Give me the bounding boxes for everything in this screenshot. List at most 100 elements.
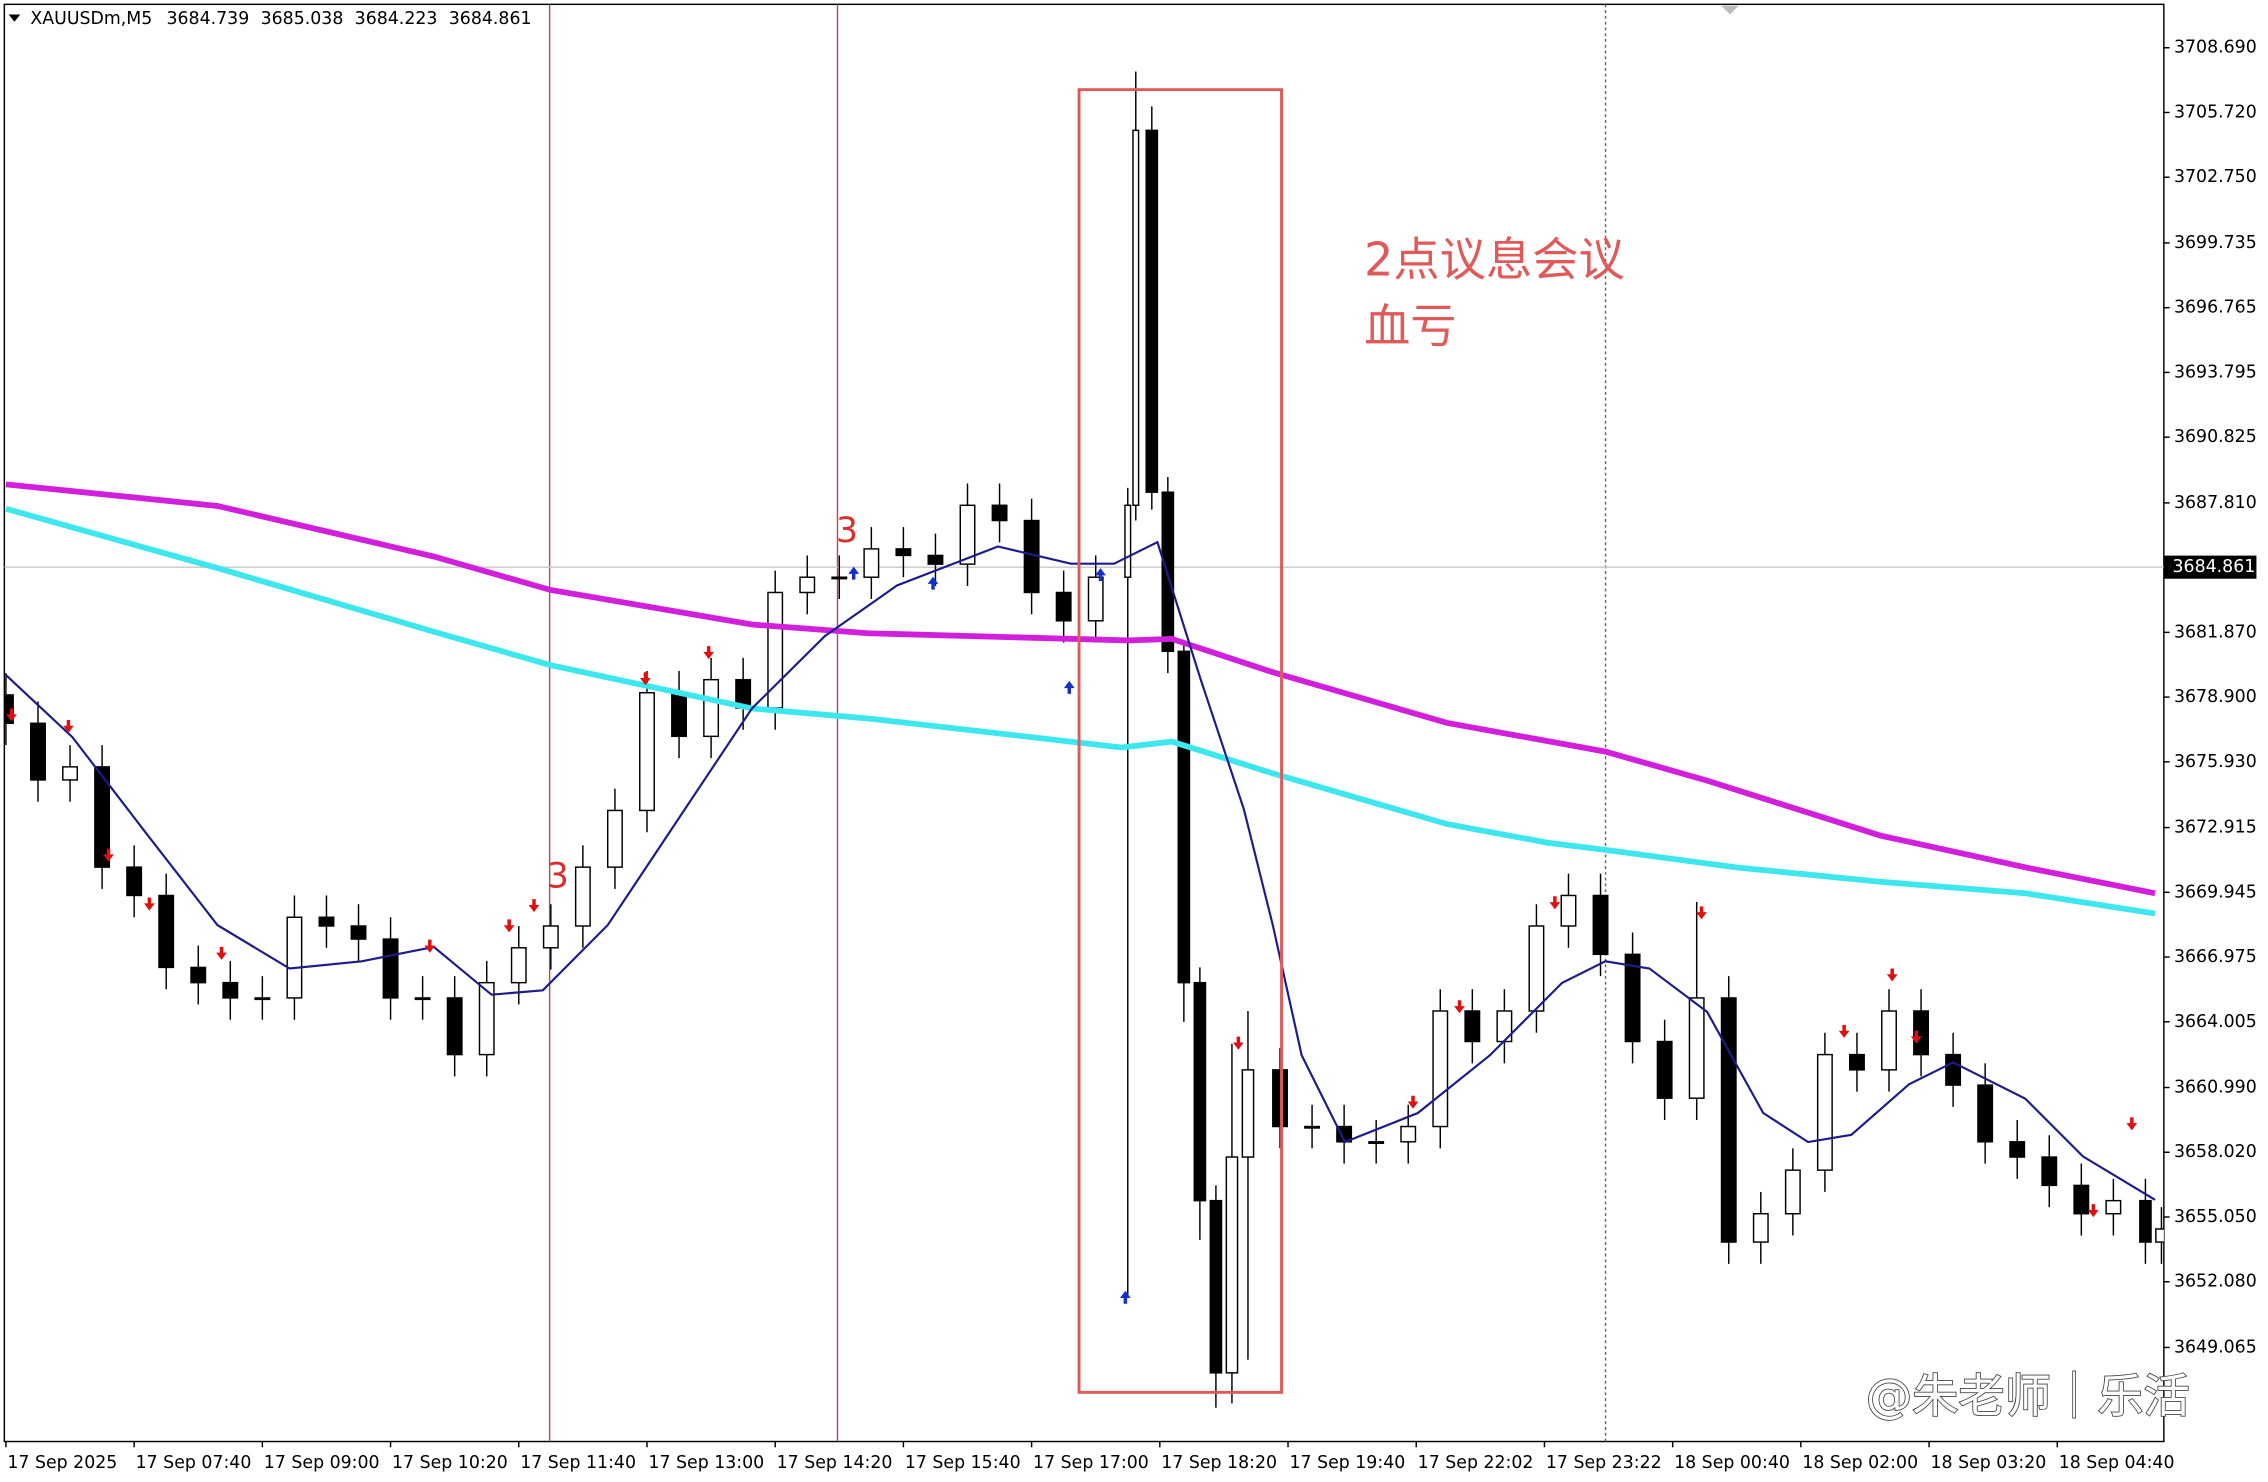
x-tick-label: 17 Sep 18:20 xyxy=(1161,1453,1277,1473)
candle-body xyxy=(799,576,816,594)
candle-body xyxy=(1560,894,1577,927)
annotation: 血亏 xyxy=(1364,299,1457,353)
candle-body xyxy=(1055,591,1072,622)
y-tick-label: 3669.945 xyxy=(2174,882,2257,902)
candle-body xyxy=(542,925,559,949)
candle-body xyxy=(62,766,79,781)
candle-body xyxy=(1272,1069,1288,1128)
y-tick-label: 3660.990 xyxy=(2174,1078,2257,1098)
y-tick-label: 3705.720 xyxy=(2174,102,2257,122)
buy-arrow xyxy=(1120,1290,1131,1304)
candle-body xyxy=(1193,981,1207,1202)
annotation: 2点议息会议 xyxy=(1364,233,1625,287)
candle-body xyxy=(1752,1213,1769,1243)
y-tick-label: 3664.005 xyxy=(2174,1012,2257,1032)
x-tick-label: 17 Sep 07:40 xyxy=(136,1453,252,1473)
candle-body xyxy=(1145,129,1159,493)
header-close: 3684.861 xyxy=(449,9,532,29)
x-tick-label: 17 Sep 14:20 xyxy=(777,1453,893,1473)
y-tick-label: 3681.870 xyxy=(2174,622,2257,642)
watermark: @朱老师｜乐活 xyxy=(1866,1369,2190,1423)
sell-arrow xyxy=(424,939,436,953)
candle-body xyxy=(863,548,880,578)
candle-body xyxy=(1177,650,1191,984)
header-low: 3684.223 xyxy=(355,9,438,29)
x-tick-label: 17 Sep 10:20 xyxy=(392,1453,508,1473)
candle-body xyxy=(30,722,46,781)
sell-arrow xyxy=(2087,1204,2099,1218)
candle-body xyxy=(671,692,687,738)
sell-arrow xyxy=(1910,1030,1922,1044)
candle-body xyxy=(158,894,175,969)
y-tick-label: 3672.915 xyxy=(2174,818,2257,838)
sell-arrow xyxy=(1454,1000,1465,1014)
wave-label: 3 xyxy=(836,511,858,551)
sell-arrow xyxy=(1696,906,1707,920)
candle-body xyxy=(959,504,976,565)
candle-body xyxy=(2139,1199,2152,1243)
candle-body xyxy=(831,576,848,580)
sell-arrow xyxy=(216,946,227,960)
candle-body xyxy=(2041,1156,2058,1187)
header-toggle[interactable] xyxy=(8,14,21,22)
y-tick-label: 3693.795 xyxy=(2174,362,2257,382)
x-tick-label: 17 Sep 11:40 xyxy=(520,1453,636,1473)
candle-body xyxy=(1304,1125,1321,1129)
candle-body xyxy=(510,947,527,984)
sell-arrow xyxy=(103,848,114,862)
y-tick-label: 3666.975 xyxy=(2174,947,2257,967)
y-tick-label: 3678.900 xyxy=(2174,687,2257,707)
candle-body xyxy=(1464,1010,1481,1043)
x-tick-label: 17 Sep 2025 xyxy=(7,1453,117,1473)
candle-body xyxy=(895,548,912,557)
candle-body xyxy=(639,692,655,812)
y-tick-label: 3649.065 xyxy=(2174,1337,2257,1357)
sell-arrow xyxy=(1838,1024,1850,1038)
header: XAUUSDm,M5 3684.739 3685.038 3684.223 36… xyxy=(30,9,531,29)
candle-body xyxy=(1849,1053,1865,1071)
candle-body xyxy=(1528,925,1545,1012)
candle-body xyxy=(222,981,239,999)
buy-arrow xyxy=(1063,680,1075,694)
x-tick-label: 18 Sep 00:40 xyxy=(1674,1453,1790,1473)
candle-body xyxy=(286,916,303,999)
candle-body xyxy=(414,997,431,1001)
x-tick-label: 18 Sep 03:20 xyxy=(1931,1453,2047,1473)
y-tick-label: 3658.020 xyxy=(2174,1142,2257,1162)
x-tick-label: 18 Sep 04:40 xyxy=(2059,1453,2175,1473)
sell-arrow xyxy=(6,708,17,722)
sell-arrow xyxy=(144,897,155,911)
sell-arrow xyxy=(63,719,74,733)
y-tick-label: 3655.050 xyxy=(2174,1207,2257,1227)
candle-body xyxy=(1087,576,1104,622)
buy-arrow xyxy=(848,566,860,580)
moving-average xyxy=(5,481,2156,897)
sell-arrow xyxy=(1232,1036,1244,1050)
y-tick-label: 3675.930 xyxy=(2174,752,2257,772)
header-high: 3685.038 xyxy=(261,9,344,29)
sell-arrow xyxy=(1407,1095,1419,1109)
y-tick-label: 3652.080 xyxy=(2174,1272,2257,1292)
candle-body xyxy=(1592,894,1609,956)
y-tick-label: 3690.825 xyxy=(2174,427,2257,447)
wave-label: 3 xyxy=(547,857,569,897)
y-tick-label: 3699.735 xyxy=(2174,233,2257,253)
current-price-box xyxy=(2163,555,2257,579)
plot-area xyxy=(4,71,2164,1408)
candle-body xyxy=(606,809,623,868)
x-tick-label: 17 Sep 15:40 xyxy=(905,1453,1021,1473)
candle-body xyxy=(94,766,111,868)
candle-body xyxy=(1624,953,1641,1043)
x-tick-label: 18 Sep 02:00 xyxy=(1802,1453,1918,1473)
highlight-box xyxy=(1077,88,1283,1394)
sell-arrow xyxy=(528,899,540,913)
candle-body xyxy=(382,938,399,999)
candle-body xyxy=(1132,129,1140,507)
candle-body xyxy=(254,997,271,1001)
candle-body xyxy=(1881,1010,1897,1071)
candle-body xyxy=(1241,1069,1255,1158)
sell-arrow xyxy=(640,672,651,686)
candle-body xyxy=(350,925,367,940)
x-tick-label: 17 Sep 19:40 xyxy=(1289,1453,1405,1473)
